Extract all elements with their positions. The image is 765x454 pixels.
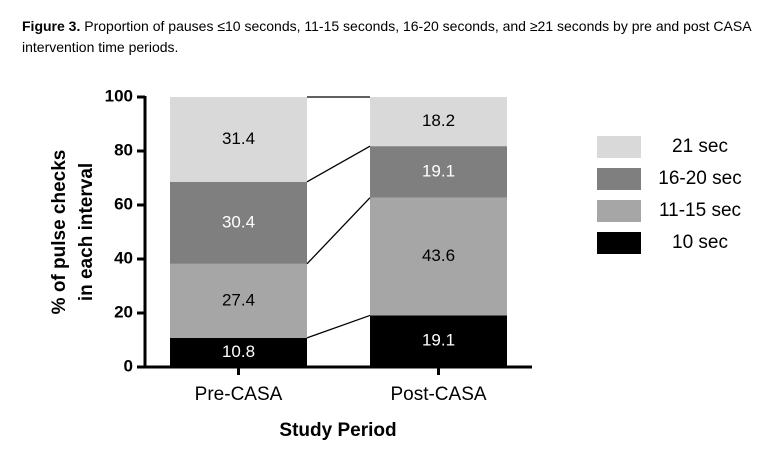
legend-label: 11-15 sec — [659, 200, 741, 221]
y-tick-label: 40 — [114, 248, 133, 267]
y-tick-label: 60 — [114, 194, 133, 213]
x-tick-label: Pre-CASA — [195, 384, 283, 405]
y-tick-label: 0 — [124, 356, 133, 375]
data-label: 18.2 — [422, 111, 455, 130]
data-label: 31.4 — [222, 129, 255, 148]
bar-segment — [370, 315, 507, 367]
legend-swatch — [597, 232, 641, 254]
legend-swatch — [597, 200, 641, 222]
legend-label: 16-20 sec — [658, 168, 741, 189]
data-label: 19.1 — [422, 331, 455, 350]
y-tick-label: 80 — [114, 140, 133, 159]
x-tick-label: Post-CASA — [390, 384, 486, 405]
caption: Figure 3. Proportion of pauses ≤10 secon… — [22, 16, 752, 58]
bar-segment — [370, 97, 507, 147]
connector — [306, 197, 371, 265]
data-label: 19.1 — [422, 161, 455, 180]
legend-swatch — [597, 168, 641, 190]
bar-segment — [170, 97, 307, 182]
bar-segment — [170, 181, 307, 264]
y-tick-label: 20 — [114, 302, 133, 321]
data-label: 10.8 — [222, 342, 255, 361]
legend-label: 10 sec — [672, 232, 728, 253]
legend-swatch — [597, 136, 641, 158]
figure-label: Figure 3. — [22, 18, 81, 34]
data-label: 27.4 — [222, 290, 255, 309]
bar-segment — [370, 146, 507, 198]
chart-title: Proportion of pauses ≤10 seconds, 11-15 … — [22, 18, 751, 55]
y-axis-title: % of pulse checks — [49, 150, 70, 315]
connector — [306, 314, 371, 339]
y-axis-title: in each interval — [76, 163, 97, 301]
bar-segment — [370, 197, 507, 316]
bar-segment — [170, 337, 307, 367]
legend-label: 21 sec — [672, 136, 728, 157]
data-label: 30.4 — [222, 212, 255, 231]
x-axis-title: Study Period — [279, 420, 396, 441]
y-tick-label: 100 — [105, 86, 133, 105]
data-label: 43.6 — [422, 246, 455, 265]
connector — [306, 145, 371, 183]
bar-segment — [170, 263, 307, 338]
